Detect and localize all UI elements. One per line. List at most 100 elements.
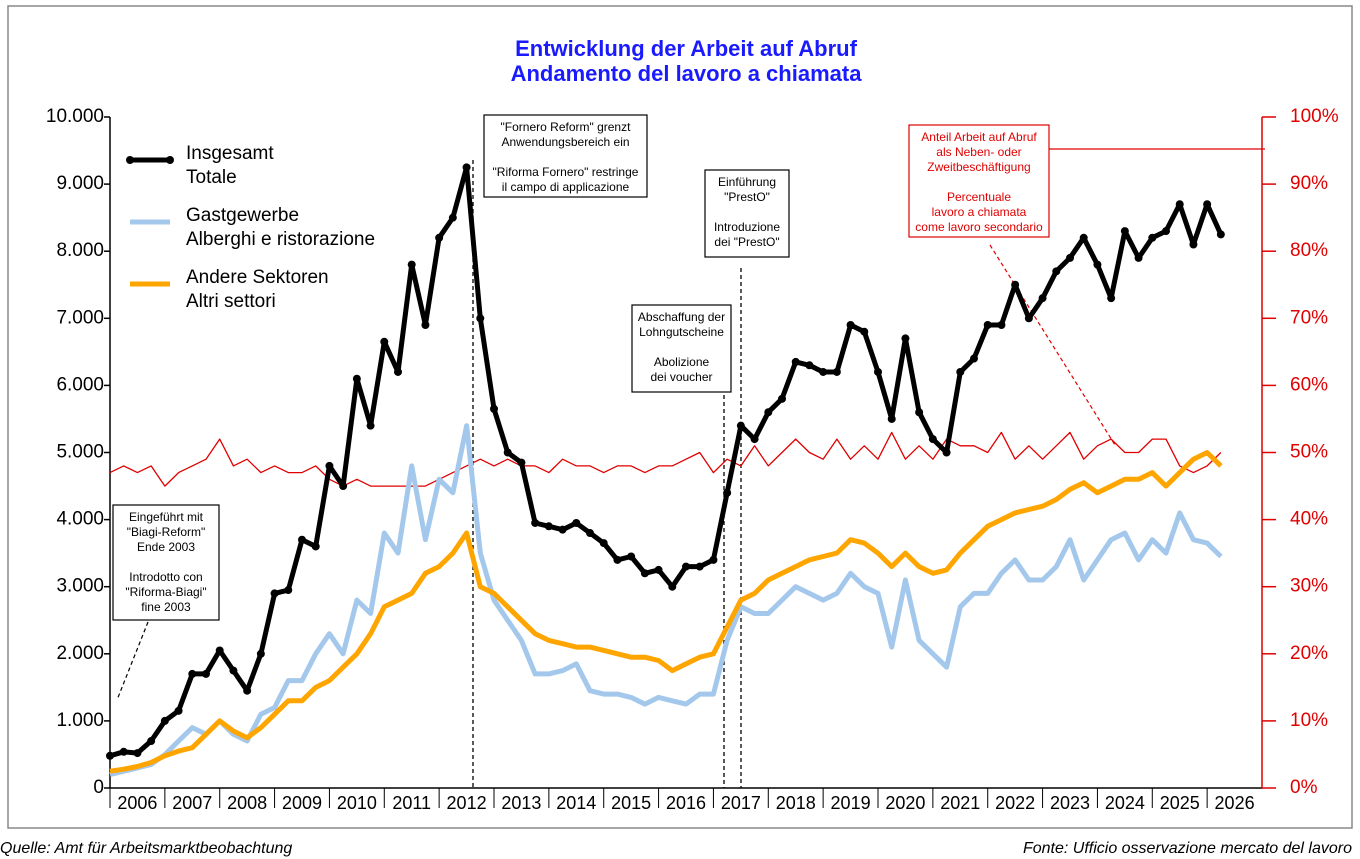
annotation-text: dei voucher (650, 370, 712, 384)
series-marker (846, 321, 855, 330)
series-marker (352, 374, 361, 383)
y2-tick-label: 20% (1290, 643, 1328, 664)
y-tick-label: 4.000 (56, 509, 104, 530)
series-marker (448, 213, 457, 222)
series-marker (723, 488, 732, 497)
series-marker (147, 737, 156, 746)
series-marker (874, 367, 882, 376)
series-marker (654, 565, 663, 574)
legend-label: Gastgewerbe Alberghi e ristorazione (186, 205, 375, 250)
series-marker (202, 669, 210, 678)
annotation-text: dei "PrestO" (714, 235, 779, 249)
legend-marker (166, 156, 174, 164)
legend-label: Insgesamt Totale (186, 143, 274, 188)
series-marker (215, 646, 224, 655)
series-marker (1134, 253, 1143, 262)
series-marker (366, 421, 375, 430)
series-marker (695, 562, 704, 571)
series-marker (1189, 240, 1198, 249)
series-marker (1024, 314, 1033, 323)
x-tick-label: 2011 (392, 793, 431, 813)
y2-tick-label: 0% (1290, 777, 1318, 798)
annotation-text: fine 2003 (141, 600, 191, 614)
series-marker (1120, 227, 1129, 236)
series-marker (970, 354, 978, 363)
series-marker (1148, 233, 1157, 242)
series-marker (558, 525, 567, 534)
annotation-text: "Biagi-Reform" (127, 525, 206, 539)
series-marker (791, 357, 800, 366)
series-marker (901, 334, 910, 343)
series-marker (1066, 253, 1074, 262)
y-tick-label: 10.000 (46, 106, 104, 127)
series-marker (586, 529, 594, 538)
annotation-text: Introduzione (714, 220, 780, 234)
source-left: Quelle: Amt für Arbeitsmarktbeobachtung (0, 840, 292, 857)
series-marker (764, 408, 773, 417)
series-marker (819, 367, 828, 376)
y-tick-label: 9.000 (56, 173, 104, 194)
series-marker (284, 586, 293, 595)
series-marker (1011, 280, 1020, 289)
x-tick-label: 2013 (501, 793, 541, 813)
series-marker (778, 394, 786, 403)
series-marker (1175, 200, 1184, 209)
series-marker (983, 321, 992, 330)
source-right: Fonte: Ufficio osservazione mercato del … (1023, 840, 1352, 857)
annotation-box (112, 504, 220, 621)
series-marker (709, 555, 718, 564)
series-marker (503, 448, 512, 457)
annotation-text: "PrestO" (724, 190, 770, 204)
series-marker (531, 518, 540, 527)
annotation-box (483, 114, 648, 198)
series-line (109, 450, 1223, 774)
series-marker (1079, 233, 1088, 242)
annotation-text: Zweitbeschäftigung (927, 160, 1030, 174)
series-marker (736, 421, 745, 430)
series-marker (860, 327, 869, 336)
series-marker (915, 408, 924, 417)
series-marker (832, 367, 841, 376)
y-tick-label: 2.000 (56, 643, 104, 664)
series-marker (1093, 260, 1102, 269)
series-marker (311, 542, 320, 551)
annotation-text: Abolizione (654, 355, 710, 369)
series-marker (476, 314, 485, 323)
annotation-text: Ende 2003 (137, 540, 195, 554)
x-tick-label: 2015 (611, 793, 651, 813)
annotation-text: als Neben- oder (936, 145, 1021, 159)
annotation-text: come lavoro secondario (915, 220, 1043, 234)
frame (7, 5, 1353, 829)
annotation-text: il campo di applicazione (502, 180, 630, 194)
series-marker (119, 747, 128, 756)
series-marker (682, 562, 690, 571)
series-marker (544, 522, 553, 531)
series-marker (490, 404, 498, 413)
x-tick-label: 2026 (1215, 793, 1255, 813)
x-tick-label: 2012 (447, 793, 487, 813)
x-tick-label: 2021 (940, 793, 980, 813)
series-marker (640, 569, 649, 578)
series-marker (256, 649, 265, 658)
series-marker (394, 367, 402, 376)
series-marker (174, 706, 183, 715)
series-marker (572, 518, 581, 527)
series-line (109, 164, 1224, 759)
series-marker (407, 260, 416, 269)
series-marker (106, 751, 114, 760)
annotation-text: Introdotto con (129, 570, 202, 584)
y-tick-label: 5.000 (56, 442, 104, 463)
x-tick-label: 2009 (282, 793, 322, 813)
series-marker (1216, 230, 1225, 239)
x-tick-label: 2007 (172, 793, 212, 813)
y2-tick-label: 100% (1290, 106, 1339, 127)
x-tick-label: 2017 (721, 793, 761, 813)
series-marker (270, 589, 279, 598)
x-tick-label: 2024 (1105, 793, 1145, 813)
series-marker (1052, 267, 1061, 276)
series-marker (298, 535, 306, 544)
y2-tick-label: 60% (1290, 374, 1328, 395)
annotation-text: Abschaffung der (638, 310, 725, 324)
x-tick-label: 2016 (666, 793, 706, 813)
